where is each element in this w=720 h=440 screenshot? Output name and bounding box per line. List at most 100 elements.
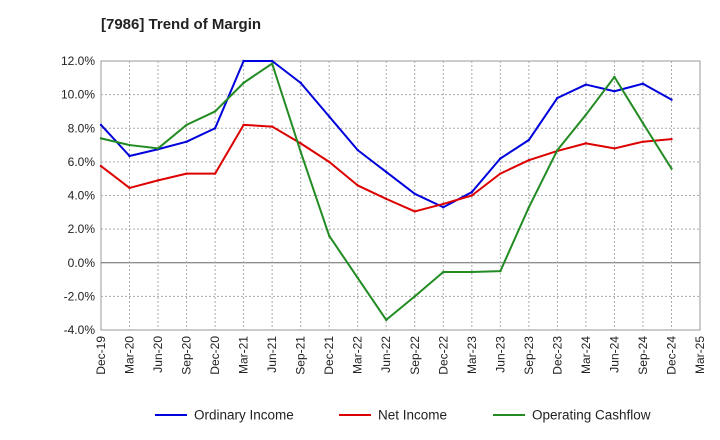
data-point-net-income <box>327 160 331 164</box>
data-point-operating-cashflow <box>242 81 245 85</box>
data-point-operating-cashflow <box>413 295 416 298</box>
data-point-net-income <box>213 172 217 175</box>
data-point-ordinary-income <box>185 140 188 143</box>
y-tick-label: 6.0% <box>68 155 96 169</box>
data-point-ordinary-income <box>413 192 416 196</box>
y-tick-label: -4.0% <box>64 323 96 337</box>
data-point-ordinary-income <box>299 81 302 85</box>
data-point-ordinary-income <box>270 59 274 63</box>
data-point-net-income <box>299 142 302 145</box>
data-point-net-income <box>527 158 531 162</box>
data-point-net-income <box>641 140 645 143</box>
data-point-operating-cashflow <box>299 150 302 153</box>
data-point-operating-cashflow <box>527 206 531 209</box>
x-tick-label: Jun-22 <box>379 336 393 373</box>
data-point-net-income <box>356 184 359 187</box>
data-point-ordinary-income <box>385 170 388 174</box>
data-point-net-income <box>99 164 103 168</box>
data-point-ordinary-income <box>556 96 559 100</box>
x-tick-label: Jun-23 <box>493 336 507 373</box>
legend-label-net-income: Net Income <box>378 408 447 423</box>
data-point-net-income <box>128 186 131 190</box>
data-point-net-income <box>185 172 188 175</box>
y-tick-label: 8.0% <box>68 121 96 135</box>
data-point-operating-cashflow <box>185 123 188 127</box>
data-point-operating-cashflow <box>641 122 645 125</box>
x-tick-label: Sep-23 <box>522 336 536 375</box>
y-tick-label: 4.0% <box>68 189 96 203</box>
legend: Ordinary Income Net Income Operating Cashf… <box>155 408 651 423</box>
series-layer <box>99 59 673 322</box>
legend-label-operating-cashflow: Operating Cashflow <box>532 408 651 423</box>
data-point-operating-cashflow <box>613 75 616 79</box>
y-tick-label: 12.0% <box>61 54 95 68</box>
x-tick-label: Dec-22 <box>436 336 450 375</box>
x-tick-label: Dec-20 <box>208 336 222 375</box>
data-point-ordinary-income <box>613 90 616 93</box>
data-point-operating-cashflow <box>270 62 274 65</box>
data-point-net-income <box>413 210 416 213</box>
data-point-operating-cashflow <box>470 270 474 274</box>
x-tick-label: Dec-23 <box>550 336 564 375</box>
x-tick-label: Dec-19 <box>94 336 108 375</box>
x-tick-label: Mar-25 <box>693 336 707 374</box>
y-tick-label: 2.0% <box>68 222 96 236</box>
x-tick-label: Mar-22 <box>351 336 365 374</box>
data-point-net-income <box>670 137 673 141</box>
data-point-operating-cashflow <box>584 113 588 117</box>
y-tick-label: 10.0% <box>61 88 95 102</box>
y-tick-label: 0.0% <box>68 256 96 270</box>
data-point-net-income <box>385 197 388 201</box>
data-point-ordinary-income <box>356 148 359 152</box>
data-point-net-income <box>442 202 445 206</box>
data-point-net-income <box>242 123 245 127</box>
data-point-operating-cashflow <box>385 318 388 322</box>
x-tick-label: Sep-24 <box>636 336 650 375</box>
data-point-net-income <box>470 194 474 197</box>
x-tick-label: Mar-20 <box>123 336 137 374</box>
x-tick-label: Jun-24 <box>607 336 621 373</box>
x-tick-label: Dec-21 <box>322 336 336 375</box>
data-point-net-income <box>156 179 160 182</box>
data-point-operating-cashflow <box>128 143 131 147</box>
x-tick-label: Mar-24 <box>579 336 593 374</box>
data-point-operating-cashflow <box>670 167 673 170</box>
data-point-ordinary-income <box>99 123 103 127</box>
data-point-ordinary-income <box>327 115 331 118</box>
x-tick-label: Jun-21 <box>265 336 279 373</box>
data-point-operating-cashflow <box>99 137 103 140</box>
data-point-ordinary-income <box>128 154 131 158</box>
data-point-ordinary-income <box>527 138 531 142</box>
data-point-ordinary-income <box>213 127 217 130</box>
data-point-operating-cashflow <box>327 234 331 238</box>
x-tick-label: Sep-22 <box>408 336 422 375</box>
data-point-ordinary-income <box>242 59 245 63</box>
data-point-operating-cashflow <box>213 110 217 113</box>
data-point-operating-cashflow <box>156 147 160 150</box>
x-tick-label: Mar-23 <box>465 336 479 374</box>
data-point-ordinary-income <box>641 82 645 85</box>
data-point-operating-cashflow <box>499 269 502 273</box>
data-point-net-income <box>270 125 274 128</box>
chart-title: [7986] Trend of Margin <box>101 16 262 33</box>
grid-layer <box>100 60 701 331</box>
data-point-net-income <box>499 172 502 175</box>
data-point-ordinary-income <box>499 157 502 160</box>
x-tick-label: Jun-20 <box>151 336 165 373</box>
data-point-ordinary-income <box>470 190 474 194</box>
data-point-net-income <box>613 147 616 150</box>
axes-layer: -4.0% -2.0% 0.0% 2.0% 4.0% 6.0% 8.0% 10.0% 12.0%… <box>61 54 707 375</box>
x-tick-label: Mar-21 <box>237 336 251 374</box>
data-point-operating-cashflow <box>556 148 559 152</box>
x-tick-label: Sep-20 <box>180 336 194 375</box>
x-tick-label: Sep-21 <box>294 336 308 375</box>
data-point-ordinary-income <box>584 83 588 86</box>
data-point-ordinary-income <box>442 206 445 209</box>
data-point-operating-cashflow <box>442 270 445 274</box>
legend-label-ordinary-income: Ordinary Income <box>194 408 294 423</box>
x-tick-label: Dec-24 <box>664 336 678 375</box>
data-point-ordinary-income <box>670 98 673 101</box>
data-point-operating-cashflow <box>356 276 359 280</box>
data-point-net-income <box>584 142 588 145</box>
